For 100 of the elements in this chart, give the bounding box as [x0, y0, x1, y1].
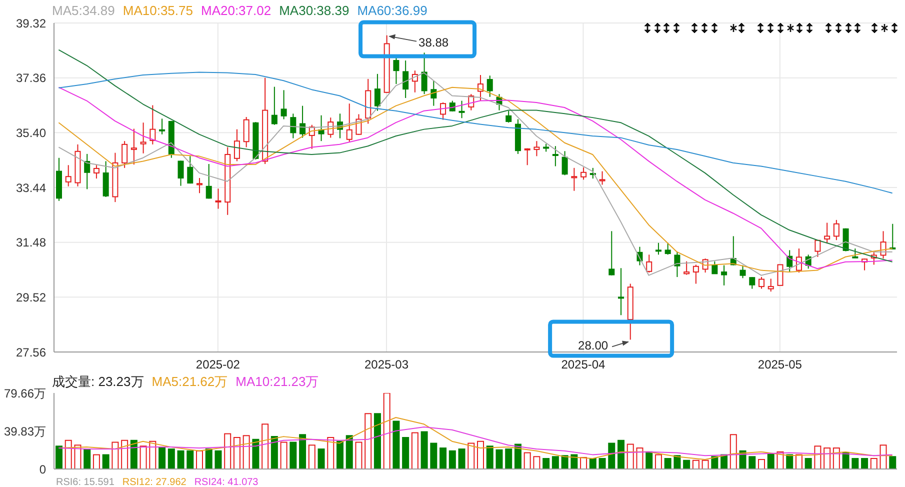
- bar: [262, 424, 269, 469]
- chart-title: 成交量: 23.23万: [52, 374, 144, 389]
- bar: [355, 442, 362, 469]
- bar: [290, 442, 297, 469]
- candlestick: [571, 167, 578, 192]
- annotation: 28.00: [578, 338, 608, 353]
- bar: [112, 442, 119, 469]
- bar: [496, 449, 503, 469]
- bar: [374, 413, 381, 469]
- y-tick-label: 29.52: [16, 290, 46, 304]
- bar: [102, 454, 110, 469]
- bar: [852, 458, 859, 469]
- x-tick-label: 2025-04: [561, 358, 606, 372]
- y-tick-label: 27.56: [16, 345, 46, 360]
- y-tick-label: 39.83万: [4, 424, 46, 438]
- bar: [786, 454, 794, 469]
- bar: [814, 446, 822, 469]
- text: MA30:38.39: [279, 3, 350, 18]
- bar: [889, 456, 896, 469]
- candlestick: [112, 152, 118, 203]
- y-tick-label: 37.36: [16, 71, 46, 86]
- bar: [252, 438, 260, 469]
- bar: [121, 440, 128, 469]
- bar: [130, 440, 138, 469]
- bar: [589, 458, 596, 469]
- x-tick-label: 2025-02: [196, 358, 240, 372]
- bar: [224, 433, 232, 469]
- text: MA60:36.99: [357, 3, 428, 18]
- bar: [420, 431, 428, 469]
- bar: [570, 454, 578, 469]
- bar: [383, 393, 390, 469]
- bar: [767, 453, 774, 469]
- line-series: [58, 426, 893, 456]
- candlestick: [514, 118, 521, 154]
- bar: [242, 435, 250, 469]
- y-tick-label: 33.44: [16, 180, 46, 195]
- annotation: 38.88: [418, 35, 449, 50]
- bar: [327, 437, 334, 469]
- bar: [196, 450, 203, 469]
- bar: [711, 456, 718, 469]
- candlestick: [224, 146, 231, 216]
- bar: [168, 448, 175, 469]
- bar: [842, 452, 850, 469]
- bar: [664, 458, 672, 469]
- bar: [149, 440, 156, 469]
- bar: [561, 455, 568, 469]
- bar: [626, 444, 634, 469]
- text: MA10:21.23万: [236, 374, 319, 389]
- candlestick: [196, 177, 202, 194]
- candlestick: [215, 188, 222, 210]
- bar: [618, 440, 624, 469]
- bar: [533, 456, 540, 469]
- bar: [158, 448, 166, 469]
- bar: [636, 448, 644, 469]
- candlestick: [93, 164, 100, 180]
- bar: [702, 460, 709, 469]
- text: RSI12: 27.962: [122, 477, 186, 487]
- bar: [233, 437, 240, 469]
- bar: [205, 448, 212, 469]
- bar: [598, 458, 606, 469]
- bar: [318, 448, 325, 469]
- y-tick-label: 39.32: [16, 16, 46, 30]
- bar: [430, 442, 438, 469]
- bar: [364, 413, 372, 469]
- bar: [880, 444, 887, 469]
- bar: [392, 420, 400, 469]
- text: MA5:34.89: [52, 3, 115, 18]
- bar: [336, 440, 344, 469]
- bar: [458, 448, 466, 469]
- candlestick: [421, 52, 428, 95]
- bar: [824, 448, 831, 469]
- bar: [468, 442, 475, 469]
- text: RSI6: 15.591: [56, 477, 114, 487]
- bar: [524, 452, 531, 469]
- line-series: [58, 72, 893, 194]
- bar: [692, 460, 700, 469]
- bar: [795, 454, 802, 469]
- bar: [308, 444, 316, 469]
- bar: [177, 450, 184, 469]
- candlestick: [262, 77, 268, 164]
- bar: [870, 458, 878, 469]
- bar: [514, 444, 522, 469]
- bar: [92, 454, 100, 469]
- bar: [542, 458, 550, 469]
- bar: [861, 458, 868, 469]
- text: MA20:37.02: [200, 3, 272, 18]
- bar: [186, 450, 194, 469]
- bar: [748, 456, 756, 469]
- bar: [440, 448, 447, 469]
- y-tick-label: 31.48: [16, 236, 46, 250]
- bar: [402, 437, 410, 469]
- candlestick: [243, 116, 250, 148]
- bar: [758, 458, 765, 469]
- bar: [486, 446, 494, 469]
- y-tick-label: 35.40: [16, 126, 46, 140]
- candlestick: [618, 268, 624, 316]
- candlestick: [74, 144, 81, 187]
- bar: [505, 448, 512, 469]
- bar: [299, 434, 306, 469]
- x-tick-label: 2025-03: [364, 358, 409, 372]
